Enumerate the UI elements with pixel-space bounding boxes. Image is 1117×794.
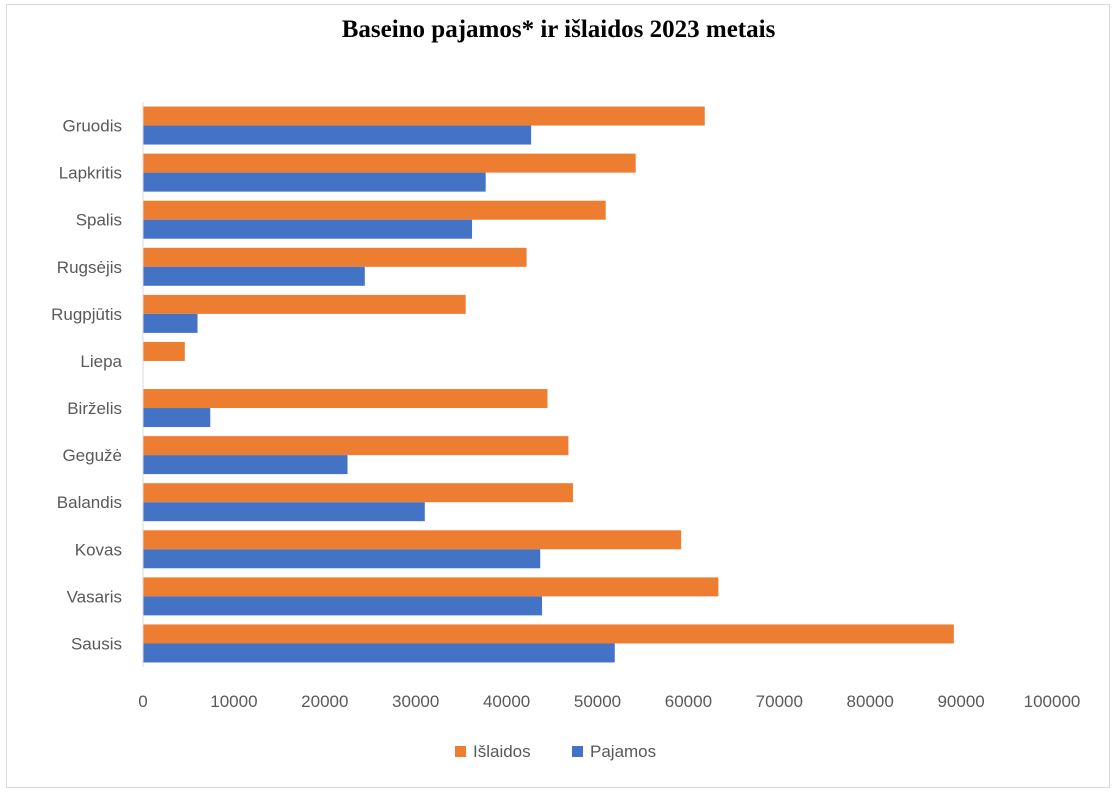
category-label: Spalis [76,211,122,230]
bar-pajamos-7 [143,313,198,333]
x-tick-labels: 0 10000 20000 30000 40000 50000 60000 70000 8000… [138,692,1080,711]
x-tick-label: 90000 [937,692,984,711]
x-tick-label: 30000 [392,692,439,711]
bar-pajamos-1 [143,596,543,616]
bar-islaidos-0 [143,624,954,644]
bar-pajamos-0 [143,643,615,663]
x-tick-label: 70000 [756,692,803,711]
x-tick-label: 50000 [574,692,621,711]
category-label: Kovas [75,540,122,559]
chart-title: Baseino pajamos* ir išlaidos 2023 metais [341,16,776,43]
category-label: Rugpjūtis [51,305,122,324]
bar-islaidos-3 [143,483,573,503]
bar-islaidos-11 [143,106,705,126]
category-label: Lapkritis [59,164,122,183]
bar-islaidos-2 [143,530,682,550]
bar-islaidos-1 [143,577,719,597]
x-tick-label: 10000 [210,692,257,711]
category-label: Birželis [67,399,122,418]
category-label: Vasaris [67,587,122,606]
legend-label-islaidos: Išlaidos [473,742,531,761]
legend-swatch-pajamos [572,746,583,757]
bar-pajamos-3 [143,502,425,522]
category-label: Liepa [80,352,122,371]
category-labels: Sausis Vasaris Kovas Balandis Gegužė Birželis… [51,117,122,654]
category-label: Gruodis [62,117,122,136]
x-tick-label: 20000 [301,692,348,711]
bar-islaidos-8 [143,247,527,267]
bar-islaidos-9 [143,200,606,220]
x-tick-label: 60000 [665,692,712,711]
x-tick-label: 80000 [847,692,894,711]
category-label: Sausis [71,634,122,653]
bar-islaidos-10 [143,153,636,173]
bar-pajamos-11 [143,125,532,145]
x-tick-label: 40000 [483,692,530,711]
category-label: Gegužė [62,446,122,465]
legend: Išlaidos Pajamos [455,742,656,761]
bar-pajamos-10 [143,172,486,192]
category-label: Balandis [57,493,122,512]
legend-swatch-islaidos [455,746,466,757]
bar-pajamos-5 [143,408,211,428]
bar-islaidos-4 [143,436,569,456]
x-tick-label: 100000 [1024,692,1081,711]
x-tick-label: 0 [138,692,147,711]
bar-pajamos-2 [143,549,541,569]
bar-pajamos-4 [143,455,348,475]
category-label: Rugsėjis [57,258,122,277]
bars-layer [143,106,954,663]
bar-islaidos-6 [143,341,185,361]
bar-pajamos-9 [143,219,473,239]
bar-islaidos-5 [143,389,548,409]
legend-label-pajamos: Pajamos [590,742,656,761]
bar-islaidos-7 [143,294,466,314]
bar-pajamos-8 [143,266,365,286]
